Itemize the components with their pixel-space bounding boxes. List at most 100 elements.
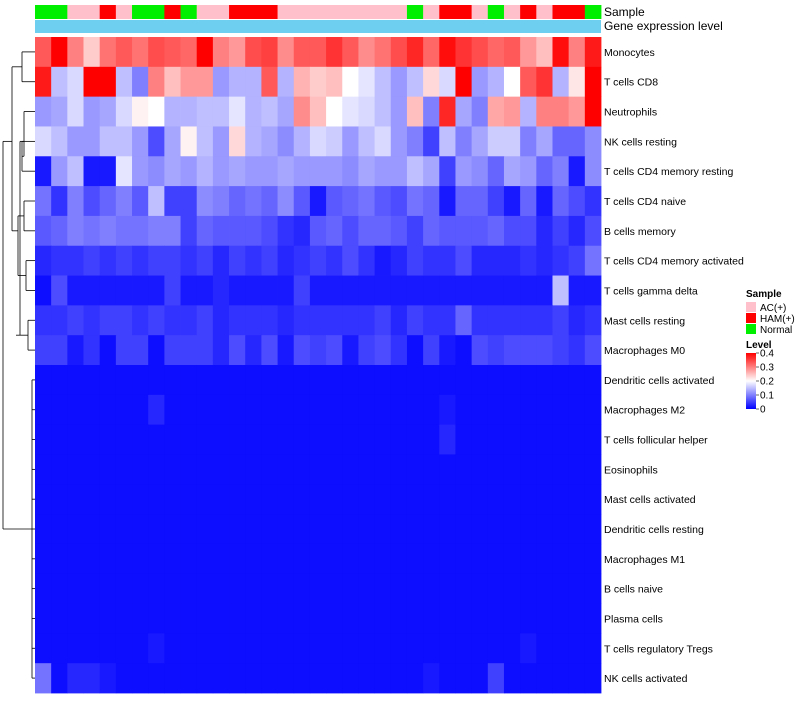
heatmap-cell [51, 484, 68, 515]
heatmap-cell [342, 633, 359, 664]
heatmap-cell [487, 484, 505, 515]
heatmap-cell [229, 454, 246, 485]
heatmap-cell [309, 484, 327, 515]
heatmap-cell [99, 365, 117, 396]
heatmap-cell [132, 573, 149, 604]
heatmap-cell [487, 365, 505, 396]
heatmap-cell [584, 37, 602, 68]
legend-entry-ham: HAM(+) [760, 314, 795, 325]
heatmap-cell [358, 484, 375, 515]
heatmap-cell [503, 424, 521, 455]
heatmap-cell [439, 305, 456, 336]
heatmap-cell [342, 245, 359, 276]
heatmap-cell [67, 424, 84, 455]
heatmap-cell [35, 126, 52, 157]
heatmap-cell [471, 156, 489, 187]
heatmap-cell [148, 96, 165, 127]
heatmap-cell [245, 365, 262, 396]
heatmap-cell [245, 66, 262, 98]
heatmap-cell [115, 186, 133, 217]
heatmap-cell [83, 663, 101, 694]
heatmap-cell [390, 454, 408, 485]
heatmap-cell [229, 37, 246, 68]
heatmap-cell [406, 305, 424, 336]
heatmap-cell [277, 543, 295, 575]
heatmap-cell [261, 663, 278, 694]
heatmap-cell [584, 484, 602, 515]
heatmap-cell [326, 66, 343, 98]
heatmap-cell [536, 514, 553, 545]
heatmap-cells [35, 37, 602, 694]
heatmap-cell [568, 215, 586, 247]
heatmap-cell [229, 484, 246, 515]
heatmap-cell [99, 454, 117, 485]
heatmap-cell [342, 37, 359, 68]
heatmap-cell [115, 573, 133, 604]
heatmap-cell [309, 96, 327, 127]
heatmap-cell [148, 305, 165, 336]
heatmap-cell [35, 156, 52, 187]
heatmap-cell [51, 66, 68, 98]
heatmap-cell [552, 96, 570, 127]
heatmap-cell [374, 543, 392, 575]
row-label-plasma-cells: Plasma cells [604, 613, 663, 625]
heatmap-cell [552, 663, 570, 694]
heatmap-cell [326, 365, 343, 396]
heatmap-cell [51, 156, 68, 187]
heatmap-cell [406, 156, 424, 187]
heatmap-cell [520, 603, 537, 634]
heatmap-cell [277, 484, 295, 515]
heatmap-cell [358, 66, 375, 98]
heatmap-cell [423, 424, 440, 455]
heatmap-cell [568, 96, 586, 127]
row-label-mast-cells-activated: Mast cells activated [604, 494, 696, 506]
heatmap-cell [212, 394, 230, 426]
heatmap-cell [35, 454, 52, 485]
heatmap-cell [374, 514, 392, 545]
heatmap-cell [99, 275, 117, 306]
heatmap-cell [520, 543, 537, 575]
heatmap-cell [390, 186, 408, 217]
heatmap-cell [67, 365, 84, 396]
heatmap-cell [164, 186, 181, 217]
heatmap-cell [83, 573, 101, 604]
heatmap-cell [390, 514, 408, 545]
sample-annotation-cell [35, 5, 52, 19]
heatmap-cell [520, 156, 537, 187]
heatmap-cell [99, 335, 117, 366]
heatmap-cell [35, 394, 52, 426]
heatmap-cell [423, 96, 440, 127]
heatmap-cell [229, 186, 246, 217]
heatmap-cell [67, 215, 84, 247]
heatmap-cell [358, 96, 375, 127]
heatmap-cell [568, 454, 586, 485]
heatmap-cell [423, 305, 440, 336]
heatmap-cell [51, 543, 68, 575]
heatmap-cell [293, 543, 311, 575]
heatmap-cell [164, 305, 181, 336]
heatmap-cell [180, 37, 198, 68]
heatmap-cell [115, 156, 133, 187]
heatmap-cell [212, 633, 230, 664]
heatmap-cell [584, 126, 602, 157]
heatmap-cell [196, 663, 214, 694]
sample-annotation-cell [261, 5, 278, 19]
heatmap-cell [261, 365, 278, 396]
heatmap-cell [455, 603, 473, 634]
heatmap-cell [423, 484, 440, 515]
heatmap-cell [568, 484, 586, 515]
heatmap-cell [309, 245, 327, 276]
heatmap-cell [277, 37, 295, 68]
heatmap-cell [261, 633, 278, 664]
heatmap-cell [309, 66, 327, 98]
heatmap-cell [83, 335, 101, 366]
heatmap-cell [309, 186, 327, 217]
gene-expression-label: Gene expression level [604, 19, 723, 33]
heatmap-cell [67, 543, 84, 575]
heatmap-cell [536, 365, 553, 396]
heatmap-cell [115, 215, 133, 247]
heatmap-cell [229, 633, 246, 664]
heatmap-cell [309, 454, 327, 485]
heatmap-cell [309, 543, 327, 575]
heatmap-cell [277, 275, 295, 306]
